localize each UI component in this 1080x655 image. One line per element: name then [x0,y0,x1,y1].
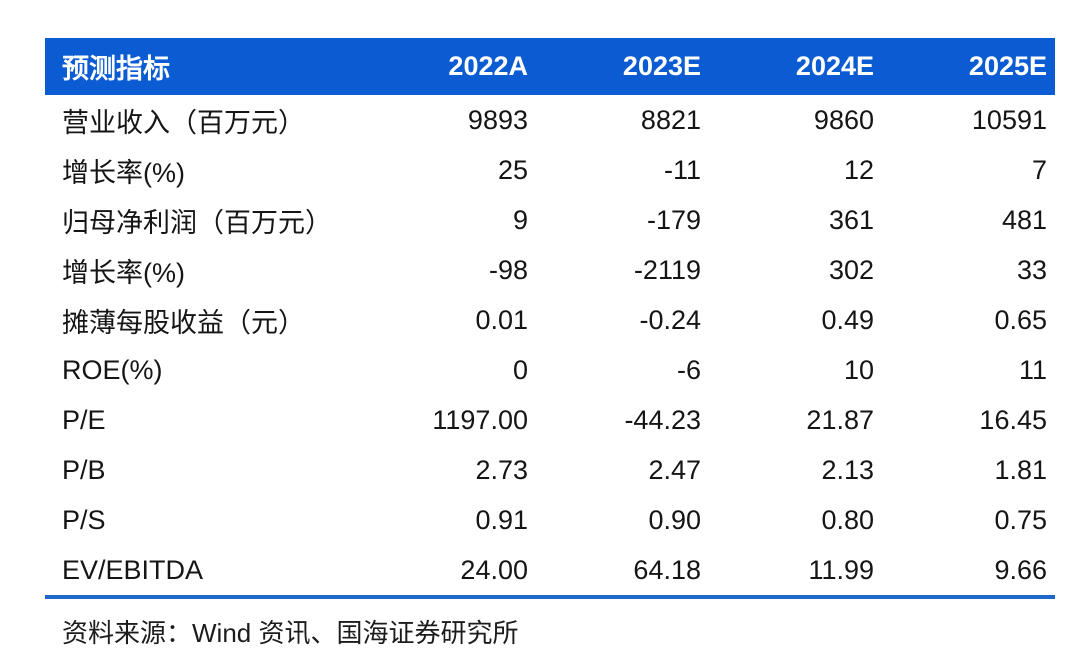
cell-value: 9860 [813,104,874,135]
cell-value: 1.81 [994,454,1047,485]
cell-value: 2.47 [648,454,701,485]
cell-value: 9893 [467,104,528,135]
cell-value: 25 [497,154,528,185]
cell-value: -2119 [633,254,701,285]
cell-value: 0 [512,354,528,385]
row-label: P/B [62,454,106,485]
cell-value: -0.24 [639,304,701,335]
column-header-year: 2025E [882,38,1055,95]
cell-value: 16.45 [979,404,1047,435]
cell-value: 0.49 [821,304,874,335]
cell-value: 9.66 [994,554,1047,585]
cell-value: 0.90 [648,504,701,535]
cell-value: 481 [1001,204,1047,235]
cell-value: 11 [1018,354,1047,385]
cell-value: -6 [676,354,701,385]
cell-value: 2.13 [821,454,874,485]
table-row: EV/EBITDA 24.00 64.18 11.99 9.66 [45,545,1055,597]
cell-value: 24.00 [460,554,528,585]
cell-value: -98 [488,254,528,285]
cell-value: 0.75 [994,504,1047,535]
cell-value: 33 [1016,254,1047,285]
cell-value: 11.99 [808,554,874,585]
cell-value: 8821 [640,104,701,135]
table-row: P/S 0.91 0.90 0.80 0.75 [45,495,1055,545]
column-header-indicator: 预测指标 [45,38,363,95]
column-header-year: 2023E [536,38,709,95]
table-body: 营业收入（百万元） 9893 8821 9860 10591 增长率(%) 25 -11 12 7… [45,95,1055,597]
forecast-table: 预测指标 2022A 2023E 2024E 2025E 营业收入（百万元） 9893 8… [45,38,1055,599]
row-label: 营业收入（百万元） [62,107,305,138]
cell-value: 0.91 [475,504,528,535]
cell-value: -44.23 [624,404,701,435]
row-label: P/S [62,504,106,535]
table-row: 营业收入（百万元） 9893 8821 9860 10591 [45,95,1055,145]
cell-value: 12 [843,154,874,185]
cell-value: 361 [828,204,874,235]
cell-value: 2.73 [475,454,528,485]
row-label: 摊薄每股收益（元） [62,307,305,338]
column-header-year: 2024E [709,38,882,95]
row-label: EV/EBITDA [62,554,204,585]
cell-value: 0.80 [821,504,874,535]
cell-value: -11 [663,154,701,185]
cell-value: 7 [1031,154,1047,185]
cell-value: 0.01 [475,304,528,335]
table-header-row: 预测指标 2022A 2023E 2024E 2025E [45,38,1055,95]
cell-value: 0.65 [994,304,1047,335]
cell-value: 64.18 [633,554,701,585]
table-row: 增长率(%) 25 -11 12 7 [45,145,1055,195]
cell-value: 302 [828,254,874,285]
table-row: 摊薄每股收益（元） 0.01 -0.24 0.49 0.65 [45,295,1055,345]
cell-value: 9 [512,204,528,235]
table-row: 增长率(%) -98 -2119 302 33 [45,245,1055,295]
table-row: 归母净利润（百万元） 9 -179 361 481 [45,195,1055,245]
cell-value: 1197.00 [432,404,528,435]
cell-value: 10591 [971,104,1047,135]
row-label: 增长率(%) [62,257,185,288]
cell-value: 21.87 [806,404,874,435]
column-header-year: 2022A [363,38,536,95]
table-row: P/E 1197.00 -44.23 21.87 16.45 [45,395,1055,445]
table-row: P/B 2.73 2.47 2.13 1.81 [45,445,1055,495]
row-label: 归母净利润（百万元） [62,207,332,238]
cell-value: -179 [646,204,701,235]
row-label: P/E [62,404,106,435]
cell-value: 10 [843,354,874,385]
table-row: ROE(%) 0 -6 10 11 [45,345,1055,395]
row-label: 增长率(%) [62,157,185,188]
source-note: 资料来源：Wind 资讯、国海证券研究所 [62,618,519,648]
row-label: ROE(%) [62,354,163,385]
